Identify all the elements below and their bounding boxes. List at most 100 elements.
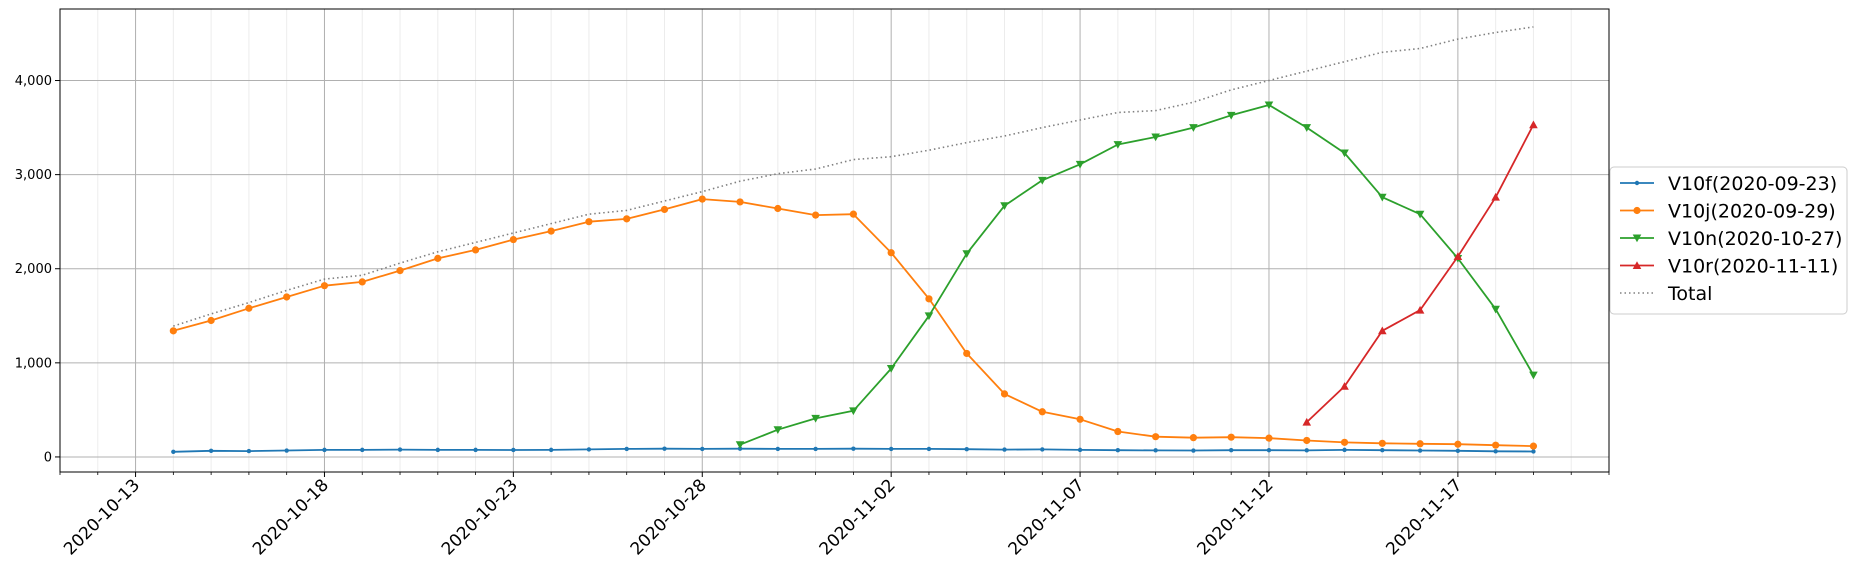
data-point [926,446,932,452]
data-point [700,446,705,452]
major-grid [60,9,1609,472]
data-point [1415,305,1425,314]
data-point [849,407,858,416]
legend-label: Total [1667,283,1712,305]
data-point [698,195,706,203]
data-point [963,349,971,358]
legend-label: V10f(2020-09-23) [1668,173,1837,195]
data-point [623,215,631,223]
data-point [1491,192,1500,201]
data-point [396,267,404,275]
data-point [660,205,669,214]
x-tick-label: 2020-11-07 [1005,475,1089,559]
data-point [1189,124,1198,132]
data-point [171,449,176,454]
data-point [1378,439,1386,447]
data-point [1189,434,1198,442]
legend-box [1609,166,1848,315]
legend: V10f(2020-09-23) V10j(2020-09-29) V10n(202… [1609,166,1848,315]
data-point [1266,447,1272,453]
data-point [473,447,478,453]
data-point [813,446,818,452]
data-point [1302,124,1312,132]
data-point [169,327,177,335]
data-point [851,446,856,451]
data-point [812,211,820,219]
data-point [283,293,291,301]
x-tick-label: 2020-10-18 [249,475,333,559]
data-point [888,446,894,452]
data-point [1340,149,1349,158]
data-point [924,312,934,321]
data-point [1227,433,1235,441]
data-point [1415,210,1425,219]
data-point [1264,101,1274,110]
data-point [775,446,781,452]
data-point [1304,448,1309,453]
data-point [964,447,969,452]
series-v10r [1302,120,1538,426]
data-point [586,447,592,452]
data-point [1633,206,1641,215]
data-point [1113,141,1123,149]
data-point [1340,382,1349,390]
data-point [962,250,972,258]
data-point [435,447,441,453]
data-point [1037,176,1047,185]
legend-item: V10f(2020-09-23) [1620,173,1837,195]
data-point [1378,326,1387,335]
data-point [1038,408,1046,416]
data-point [358,278,366,286]
data-point [1529,442,1538,450]
y-tick-label: 3,000 [15,168,52,183]
data-point [1114,427,1122,436]
data-point [1115,447,1121,453]
legend-item: V10n(2020-10-27) [1620,228,1842,250]
data-point [471,246,480,254]
data-point [1455,448,1461,454]
data-point [1340,438,1349,446]
data-point [245,304,253,312]
data-point [925,295,933,303]
data-point [397,447,403,452]
legend-item: Total [1620,283,1712,305]
legend-item: V10r(2020-11-11) [1620,256,1838,278]
data-point [773,426,783,434]
x-tick-label: 2020-11-17 [1382,475,1466,559]
data-point [811,414,820,423]
data-point [1191,448,1196,453]
data-point [1632,261,1642,269]
data-point [284,448,289,453]
data-point [849,210,857,218]
data-point [1151,133,1160,142]
data-point [246,448,252,454]
series-v10n [735,101,1538,450]
legend-item: V10j(2020-09-29) [1620,201,1836,223]
data-point [1634,180,1640,186]
data-point [1265,434,1273,442]
data-point [1493,449,1498,454]
data-point [1000,390,1009,398]
data-point [322,447,327,453]
data-point [1077,447,1083,453]
data-point [736,198,744,206]
data-point [1453,252,1463,260]
data-point [1492,441,1500,449]
data-point [1152,433,1160,441]
x-tick-label: 2020-11-12 [1194,475,1278,559]
x-tick-label: 2020-10-28 [627,475,711,559]
data-point [434,254,442,262]
data-point [1491,305,1500,314]
data-point [1302,417,1312,426]
series-line [739,104,1535,446]
axes-layer: 2020-10-13 2020-10-18 2020-10-23 2020-10-28… [15,74,1610,559]
data-point [1454,440,1462,448]
data-point [1380,447,1385,453]
plot-frame [59,8,1610,473]
data-point [1226,111,1236,120]
data-point [1416,440,1424,448]
data-point [1153,448,1158,453]
data-point [1000,202,1009,210]
